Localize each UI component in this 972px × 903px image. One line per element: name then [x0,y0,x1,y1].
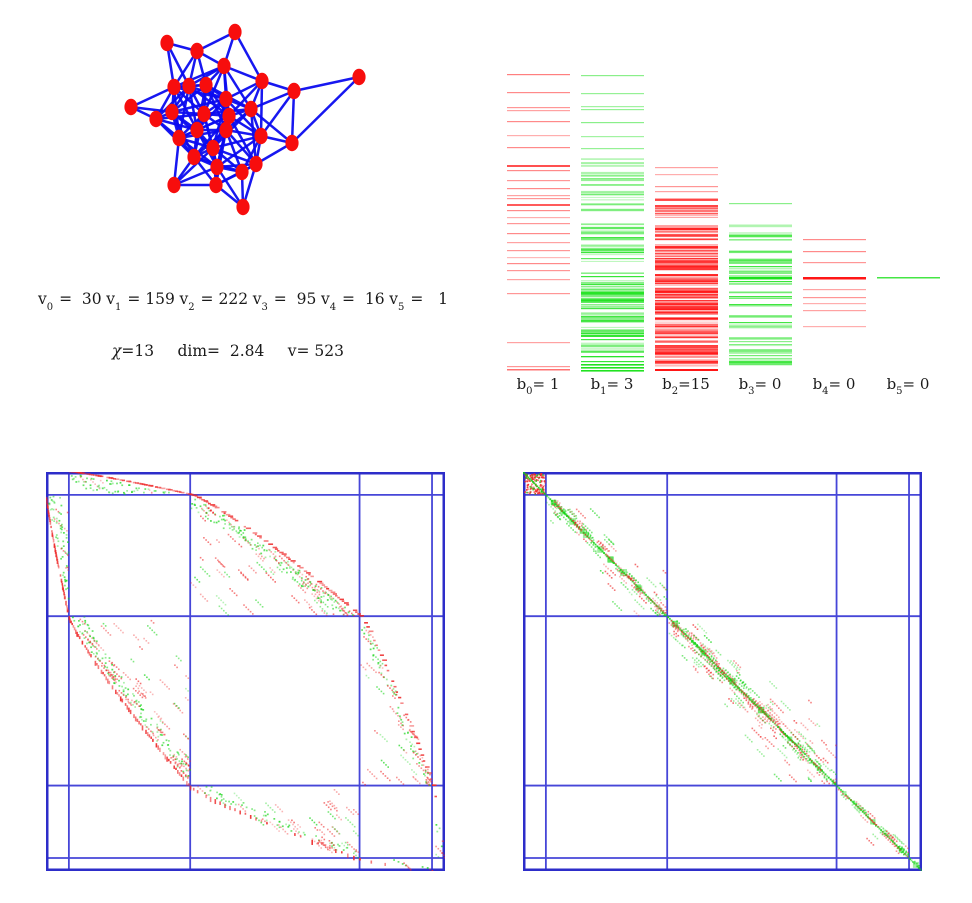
stat-v1: v1 = 159 [106,290,175,313]
stat-v2: v2 = 222 [179,290,249,313]
barcode-svg [507,74,940,372]
matrix-left-svg [46,472,445,871]
barcode-label-b4: b4= 0 [812,375,856,397]
stat-v4: v4 = 16 [320,290,385,313]
barcode-label-b1: b1= 3 [590,375,634,397]
barcode-label-b2: b2=15 [662,375,710,397]
stat-chi: χ=13 [112,342,155,360]
stat-total: v= 523 [287,342,344,360]
stat-dim: dim= 2.84 [177,342,265,360]
stat-v5: v5 = 1 [389,290,448,313]
stat-v0: v0 = 30 [38,290,102,313]
barcode-label-b5: b5= 0 [886,375,930,397]
stat-v3: v3 = 95 [252,290,317,313]
barcode-label-b0: b0= 1 [516,375,560,397]
barcode-label-b3: b3= 0 [738,375,782,397]
graph-svg [124,23,366,216]
euler-stats: χ=13 dim= 2.84 v= 523 [112,342,344,360]
matrix-right-svg [523,472,922,871]
simplex-count-stats: v0 = 30 v1 = 159 v2 = 222 v3 = 95 v4 = 1… [38,290,448,313]
